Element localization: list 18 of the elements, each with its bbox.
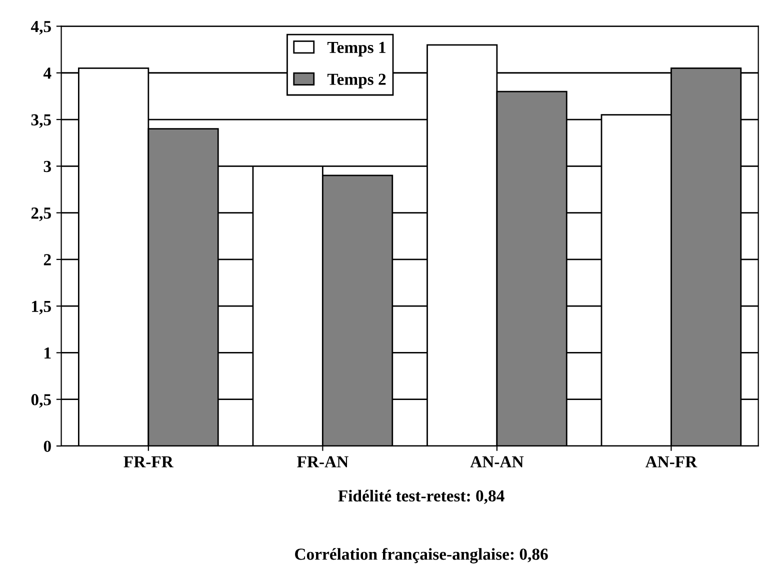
y-tick-label: 1 [44,347,51,358]
y-tick-label: 2 [44,254,51,266]
y-tick-label: 2,5 [31,208,51,222]
y-tick-label: 0,5 [31,394,51,408]
y-tick-label: 0 [44,440,51,452]
y-tick-label: 4,5 [30,21,51,35]
legend-label: Temps 2 [327,74,386,88]
text: Fidélité test-retest: 0,84 [338,490,504,504]
y-tick-label: 3 [44,160,51,172]
y-tick-label: 4 [43,68,52,79]
text: Corrélation française-anglaise: 0,86 [295,548,548,564]
x-tick-label: FR-FR [124,456,174,468]
legend-label: Temps 1 [327,42,386,56]
x-tick-label: AN-FR [645,456,698,468]
x-tick-label: AN-AN [470,456,524,468]
x-tick-label: FR-AN [297,456,348,468]
y-tick-label: 1,5 [32,300,51,314]
y-tick-label: 3,5 [31,114,51,128]
